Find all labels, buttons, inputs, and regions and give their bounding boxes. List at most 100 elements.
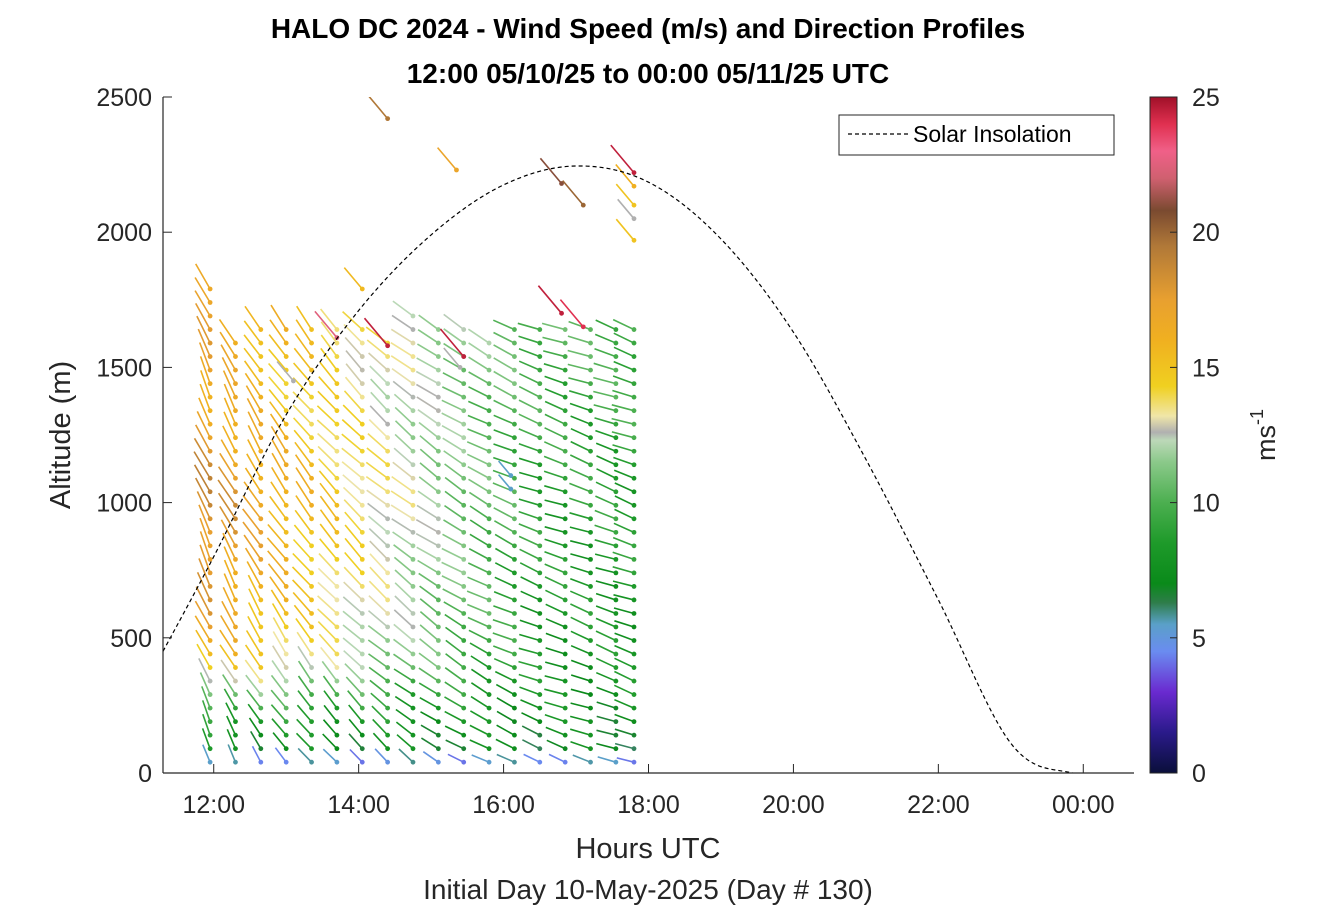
wind-barb xyxy=(392,531,414,547)
wind-barb-point xyxy=(512,327,517,332)
wind-barb xyxy=(199,544,211,574)
wind-barb xyxy=(270,689,287,709)
wind-barb-point xyxy=(562,719,568,725)
wind-barb xyxy=(369,553,389,574)
wind-barb-point xyxy=(613,570,619,576)
wind-barb xyxy=(612,389,635,398)
wind-barb-point xyxy=(359,475,365,481)
wind-barb-point xyxy=(631,340,637,346)
wind-barb xyxy=(522,739,541,750)
wind-barb xyxy=(520,590,541,601)
wind-barb xyxy=(193,451,211,479)
wind-barb xyxy=(293,429,313,452)
wind-barb-point xyxy=(334,570,340,576)
wind-barb xyxy=(341,447,363,466)
wind-barb-point xyxy=(410,759,416,765)
wind-barb xyxy=(342,311,363,331)
wind-barb-point xyxy=(258,624,264,630)
wind-barb xyxy=(220,659,237,682)
wind-barb xyxy=(418,682,439,696)
wind-barb xyxy=(271,660,287,682)
y-tick-label: 1000 xyxy=(96,490,152,518)
wind-barb-point xyxy=(283,638,289,643)
wind-barb-point xyxy=(309,732,314,738)
wind-barb-point xyxy=(537,692,543,697)
wind-barb-point xyxy=(334,327,340,332)
wind-barb-point xyxy=(613,692,619,697)
wind-barb xyxy=(544,427,566,439)
wind-barb xyxy=(595,657,617,669)
wind-barb xyxy=(518,372,541,385)
wind-barb xyxy=(295,495,313,520)
wind-barb-point xyxy=(385,448,391,454)
wind-barb-point xyxy=(559,310,564,316)
wind-barb xyxy=(518,399,541,412)
wind-barb-point xyxy=(631,570,637,576)
wind-barb xyxy=(416,383,439,398)
wind-barb xyxy=(436,147,458,171)
wind-barb xyxy=(363,317,389,347)
wind-barb xyxy=(246,398,262,425)
wind-barb-point xyxy=(512,759,517,765)
wind-barb-point xyxy=(359,381,365,387)
wind-barb-point xyxy=(309,489,314,495)
wind-barb xyxy=(545,589,566,601)
wind-barb-point xyxy=(486,543,492,549)
wind-barb-point xyxy=(233,408,238,414)
wind-barb xyxy=(268,510,287,533)
wind-barb xyxy=(417,490,439,506)
wind-barb xyxy=(245,674,262,696)
wind-barb-point xyxy=(410,611,416,616)
wind-barb xyxy=(342,404,363,425)
wind-barb xyxy=(596,686,617,696)
wind-barb-point xyxy=(359,570,365,576)
wind-barb xyxy=(570,644,591,655)
wind-barb xyxy=(398,748,414,763)
wind-barb-point xyxy=(435,638,441,643)
wind-barb-point xyxy=(283,394,289,400)
wind-barb-point xyxy=(385,421,391,427)
wind-barb xyxy=(244,659,262,682)
wind-barb xyxy=(544,701,566,709)
wind-barb xyxy=(392,461,414,479)
wind-barb-point xyxy=(283,462,289,468)
wind-barb-point xyxy=(512,597,517,603)
wind-barb-point xyxy=(359,502,365,508)
wind-barb xyxy=(595,643,617,655)
wind-barb xyxy=(345,676,363,696)
wind-barb xyxy=(493,384,515,398)
wind-barb xyxy=(368,666,389,682)
wind-barb-point xyxy=(613,475,619,481)
wind-barb xyxy=(270,589,287,614)
wind-barb-point xyxy=(562,611,568,616)
wind-barb xyxy=(270,481,287,506)
wind-barb xyxy=(467,616,490,628)
wind-barb-point xyxy=(258,570,264,576)
wind-barb xyxy=(443,519,465,534)
wind-barb-point xyxy=(309,340,314,346)
wind-barb-point xyxy=(537,746,543,752)
wind-barb xyxy=(596,468,617,479)
wind-barb xyxy=(250,730,262,750)
wind-barb xyxy=(595,319,617,331)
wind-barb-point xyxy=(512,408,517,414)
wind-barb-point xyxy=(631,354,637,359)
wind-barb-point xyxy=(537,529,543,535)
colorbar-label-base: ms xyxy=(1251,425,1281,461)
wind-barb xyxy=(194,277,211,303)
wind-barb-point xyxy=(461,638,467,643)
wind-barb xyxy=(341,433,363,452)
wind-barb xyxy=(441,547,465,561)
wind-barb-point xyxy=(207,475,213,481)
wind-barb xyxy=(198,504,211,533)
wind-barb-point xyxy=(309,570,314,576)
wind-barb xyxy=(444,710,465,723)
wind-barb-point xyxy=(486,651,492,657)
wind-barb xyxy=(496,710,515,723)
colorbar-tick-label: 10 xyxy=(1192,490,1220,518)
wind-barb-point xyxy=(435,529,441,535)
wind-barb xyxy=(247,703,262,723)
x-tick-label: 14:00 xyxy=(327,791,390,819)
wind-barb-point xyxy=(588,516,593,522)
wind-barb-point xyxy=(334,421,340,427)
